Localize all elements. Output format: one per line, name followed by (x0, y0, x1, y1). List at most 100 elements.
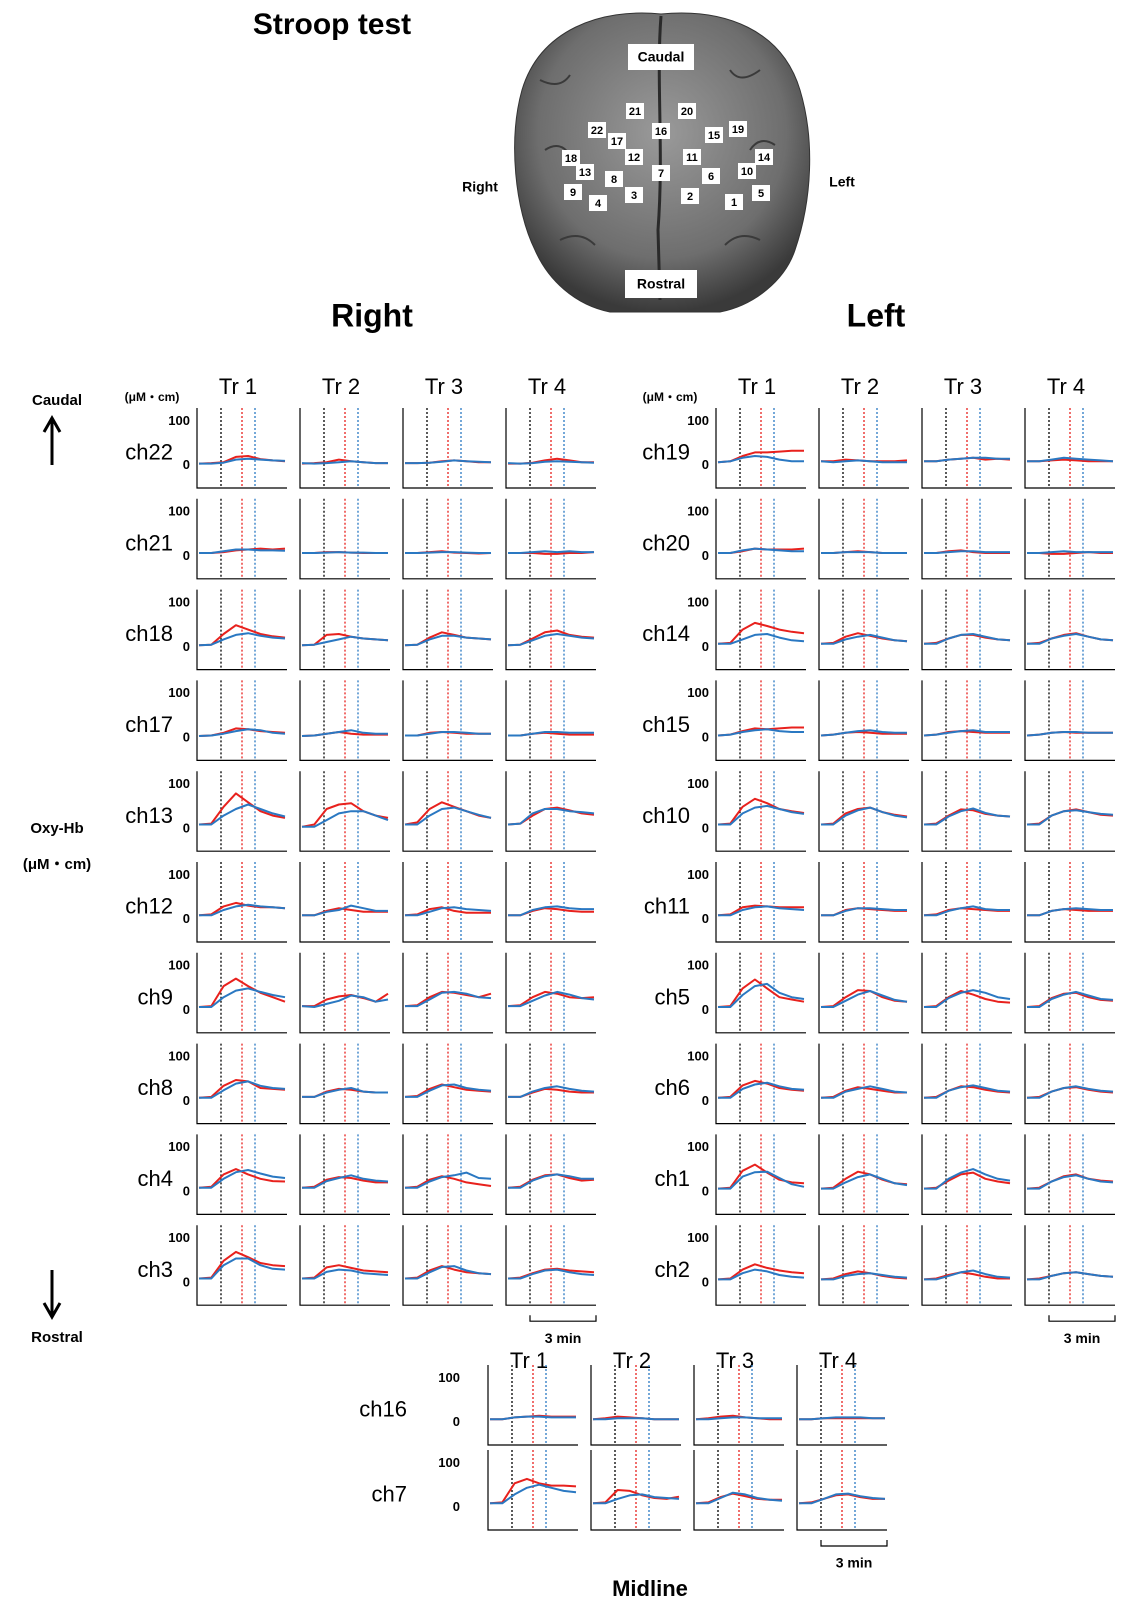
panel (1024, 1225, 1115, 1306)
deoxy-trace (924, 905, 1010, 917)
deoxy-trace (1027, 990, 1114, 1008)
deoxy-trace (718, 1081, 805, 1099)
panel (505, 589, 596, 671)
channel-box (576, 164, 594, 180)
deoxy-trace (924, 807, 1011, 826)
deoxy-trace (508, 990, 595, 1008)
panel-axes (715, 1225, 806, 1306)
y-tick-label: 100 (687, 776, 709, 791)
measure-label: Oxy-Hb (30, 820, 83, 837)
y-tick-label: 0 (183, 639, 190, 654)
panel (796, 1365, 887, 1446)
deoxy-trace (199, 803, 286, 826)
deoxy-trace (301, 994, 389, 1008)
panel (299, 862, 390, 943)
group-title: Midline (612, 1576, 688, 1601)
brain-right: Right (462, 179, 498, 195)
deoxy-trace (821, 1085, 908, 1099)
panel-axes (505, 771, 596, 852)
panel (715, 408, 806, 489)
y-tick-label: 0 (702, 457, 709, 472)
oxy-trace (717, 978, 805, 1008)
panel (715, 862, 806, 943)
trial-label: Tr 1 (219, 374, 257, 399)
panel-axes (1024, 952, 1115, 1034)
channel-label: ch17 (125, 712, 173, 737)
panel-axes (402, 498, 493, 580)
panel (196, 862, 287, 943)
panel-axes (818, 589, 909, 671)
y-tick-label: 100 (168, 776, 190, 791)
y-tick-label: 0 (183, 1093, 190, 1108)
panel (487, 1450, 578, 1531)
deoxy-trace (405, 906, 492, 917)
trial-label: Tr 1 (738, 374, 776, 399)
panel (1024, 680, 1115, 761)
panel-axes (196, 1225, 287, 1306)
panel-axes (402, 408, 493, 489)
panel (921, 771, 1012, 852)
panel-axes (818, 498, 909, 580)
panel-axes (196, 1134, 287, 1215)
channel-box (755, 149, 773, 165)
y-tick-label: 100 (438, 1455, 460, 1470)
deoxy-trace (924, 1168, 1011, 1190)
y-tick-label: 100 (687, 413, 709, 428)
panel-axes (299, 498, 390, 580)
scale-bar (820, 1540, 888, 1547)
oxy-trace (923, 990, 1011, 1008)
panel (921, 408, 1012, 489)
panel-axes (818, 1043, 909, 1125)
channel-box (562, 150, 580, 166)
channel-box (608, 133, 626, 149)
panel-axes (715, 771, 806, 852)
deoxy-trace (924, 456, 1010, 463)
y-tick-label: 0 (702, 820, 709, 835)
y-tick-label: 100 (438, 1370, 460, 1385)
panel-axes (1024, 589, 1115, 671)
arrow-up (42, 414, 62, 465)
trial-label: Tr 2 (613, 1348, 651, 1373)
panel (505, 408, 596, 489)
panel (196, 680, 287, 761)
panel-axes (590, 1450, 681, 1531)
panel (299, 680, 390, 761)
panel (715, 680, 806, 761)
trial-label: Tr 3 (944, 374, 982, 399)
panel (505, 1043, 596, 1125)
panel-axes (1024, 1043, 1115, 1125)
brain-rostral: Rostral (637, 276, 685, 292)
y-tick-label: 100 (687, 685, 709, 700)
unit-label: (μM・cm) (125, 390, 180, 404)
y-tick-label: 100 (687, 1139, 709, 1154)
panel-axes (590, 1365, 681, 1446)
channel-number: 22 (591, 125, 603, 137)
deoxy-trace (924, 989, 1011, 1008)
panel-axes (196, 771, 287, 852)
oxy-trace (717, 1163, 805, 1190)
y-tick-label: 0 (702, 1274, 709, 1289)
channel-box (683, 149, 701, 165)
channel-box (605, 171, 623, 187)
panel (487, 1365, 578, 1446)
panel-axes (505, 408, 596, 489)
y-tick-label: 0 (183, 1002, 190, 1017)
deoxy-trace (923, 729, 1010, 737)
panel-axes (1024, 680, 1115, 761)
panel-axes (299, 408, 390, 489)
y-tick-label: 0 (702, 639, 709, 654)
oxy-trace (717, 621, 805, 645)
panel-axes (402, 862, 493, 943)
caudal-box (628, 44, 694, 70)
panel (818, 1134, 909, 1215)
deoxy-trace (199, 1257, 286, 1280)
deoxy-trace (1027, 907, 1113, 917)
panel-axes (505, 680, 596, 761)
channel-number: 21 (629, 106, 641, 118)
deoxy-trace (405, 459, 492, 465)
y-tick-label: 0 (183, 1274, 190, 1289)
panel (196, 498, 287, 580)
deoxy-trace (718, 804, 805, 826)
